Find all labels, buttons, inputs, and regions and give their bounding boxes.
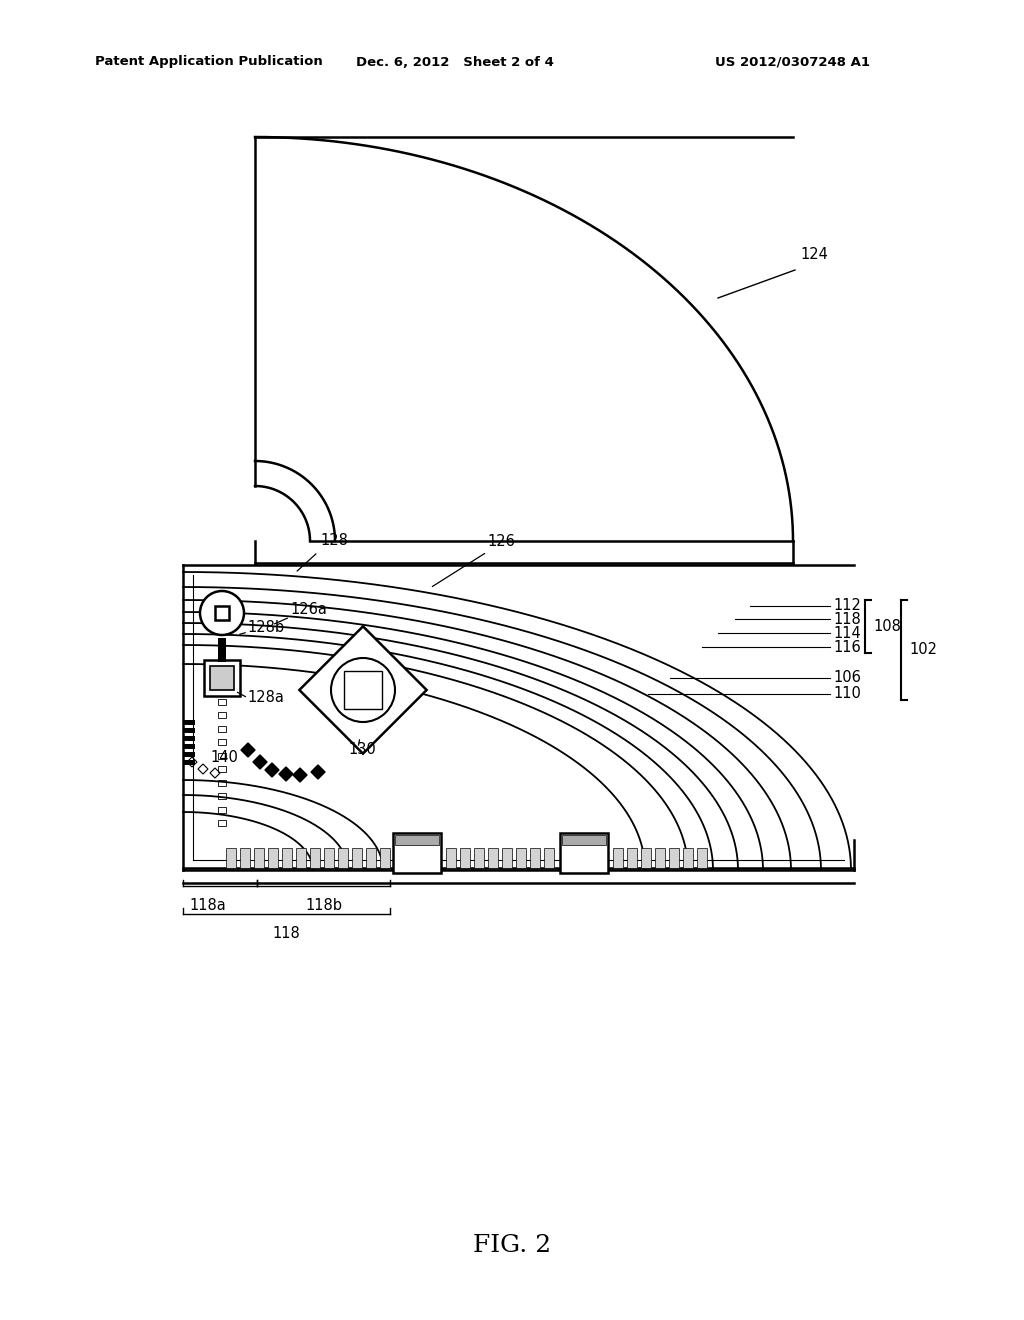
Bar: [218, 651, 226, 656]
Bar: [183, 744, 195, 748]
Text: 124: 124: [800, 247, 827, 261]
Bar: [296, 847, 306, 869]
Bar: [380, 847, 390, 869]
Bar: [183, 729, 195, 733]
Polygon shape: [299, 627, 427, 754]
Bar: [226, 847, 236, 869]
Bar: [218, 766, 226, 772]
Text: 118: 118: [833, 611, 861, 627]
Bar: [218, 780, 226, 785]
Bar: [530, 847, 540, 869]
Polygon shape: [311, 766, 325, 779]
Text: 108: 108: [873, 619, 901, 634]
Circle shape: [331, 657, 395, 722]
Bar: [218, 726, 226, 731]
Polygon shape: [293, 768, 307, 781]
Circle shape: [200, 591, 244, 635]
Bar: [268, 847, 278, 869]
Bar: [254, 847, 264, 869]
Bar: [641, 847, 651, 869]
Bar: [560, 833, 608, 873]
Bar: [669, 847, 679, 869]
Text: 128a: 128a: [247, 690, 284, 705]
Text: Dec. 6, 2012   Sheet 2 of 4: Dec. 6, 2012 Sheet 2 of 4: [356, 55, 554, 69]
Text: FIG. 2: FIG. 2: [473, 1233, 551, 1257]
Bar: [395, 836, 439, 845]
Polygon shape: [279, 767, 293, 781]
Bar: [218, 807, 226, 813]
Bar: [218, 653, 226, 659]
Text: 112: 112: [833, 598, 861, 614]
Text: 140: 140: [210, 751, 238, 766]
Bar: [183, 737, 195, 741]
Bar: [218, 793, 226, 799]
Text: 118: 118: [272, 927, 300, 941]
Polygon shape: [241, 743, 255, 756]
Bar: [324, 847, 334, 869]
Bar: [338, 847, 348, 869]
Bar: [474, 847, 484, 869]
Bar: [218, 657, 226, 663]
Bar: [215, 606, 229, 620]
Bar: [218, 648, 226, 652]
Bar: [218, 713, 226, 718]
Bar: [218, 700, 226, 705]
Text: Patent Application Publication: Patent Application Publication: [95, 55, 323, 69]
Text: 106: 106: [833, 671, 861, 685]
Bar: [613, 847, 623, 869]
Text: 128b: 128b: [247, 619, 284, 635]
Bar: [516, 847, 526, 869]
Bar: [282, 847, 292, 869]
Bar: [218, 644, 226, 649]
Bar: [446, 847, 456, 869]
Bar: [655, 847, 665, 869]
Bar: [352, 847, 362, 869]
Bar: [183, 760, 195, 766]
Text: 118a: 118a: [189, 898, 226, 913]
Text: 126a: 126a: [290, 602, 327, 618]
Bar: [310, 847, 319, 869]
Bar: [218, 820, 226, 826]
Bar: [240, 847, 250, 869]
Text: 110: 110: [833, 686, 861, 701]
Bar: [488, 847, 498, 869]
Bar: [183, 752, 195, 756]
Bar: [502, 847, 512, 869]
Text: 116: 116: [833, 639, 861, 655]
Bar: [562, 836, 606, 845]
Bar: [683, 847, 693, 869]
Bar: [218, 638, 226, 643]
Bar: [366, 847, 376, 869]
Polygon shape: [265, 763, 279, 777]
Bar: [218, 752, 226, 759]
Bar: [544, 847, 554, 869]
Text: 102: 102: [909, 643, 937, 657]
Polygon shape: [253, 755, 267, 770]
Bar: [204, 660, 240, 696]
Bar: [183, 719, 195, 725]
Bar: [218, 739, 226, 746]
Bar: [218, 642, 226, 647]
Bar: [344, 671, 382, 709]
Bar: [697, 847, 707, 869]
Bar: [460, 847, 470, 869]
Text: 118b: 118b: [305, 898, 342, 913]
Bar: [210, 667, 234, 690]
Text: 130: 130: [348, 742, 376, 758]
Text: US 2012/0307248 A1: US 2012/0307248 A1: [715, 55, 870, 69]
Bar: [627, 847, 637, 869]
Text: 114: 114: [833, 626, 861, 640]
Text: 126: 126: [487, 535, 515, 549]
Text: 128: 128: [319, 533, 348, 548]
Bar: [393, 833, 441, 873]
